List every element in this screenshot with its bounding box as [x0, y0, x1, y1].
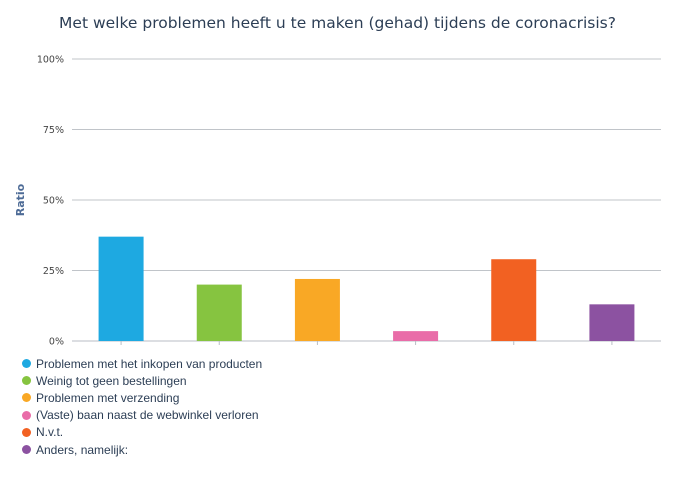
legend-dot-icon	[22, 376, 31, 386]
legend-item[interactable]: (Vaste) baan naast de webwinkel verloren	[22, 407, 262, 424]
legend-label: (Vaste) baan naast de webwinkel verloren	[36, 408, 259, 423]
legend-label: N.v.t.	[36, 425, 64, 440]
bar-1[interactable]	[98, 236, 144, 341]
chart-legend: Problemen met het inkopen van producten W…	[22, 355, 262, 458]
y-tick-label: 50%	[43, 196, 64, 207]
bar-6[interactable]	[589, 304, 635, 341]
y-tick-label: 25%	[43, 266, 64, 277]
legend-label: Problemen met het inkopen van producten	[36, 356, 263, 371]
chart-title: Met welke problemen heeft u te maken (ge…	[59, 14, 616, 32]
legend-item[interactable]: Weinig tot geen bestellingen	[22, 372, 262, 389]
legend-dot-icon	[22, 393, 31, 403]
bar-4[interactable]	[393, 331, 439, 341]
legend-dot-icon	[22, 359, 31, 369]
legend-dot-icon	[22, 410, 31, 420]
legend-label: Problemen met verzending	[36, 390, 180, 405]
y-tick-label: 75%	[43, 125, 64, 136]
legend-item[interactable]: Problemen met het inkopen van producten	[22, 355, 262, 372]
legend-dot-icon	[22, 427, 31, 437]
bar-3[interactable]	[294, 278, 340, 341]
legend-label: Anders, namelijk:	[36, 442, 129, 457]
y-tick-label: 0%	[49, 337, 64, 348]
bar-5[interactable]	[491, 259, 537, 341]
legend-item[interactable]: N.v.t.	[22, 424, 262, 441]
legend-label: Weinig tot geen bestellingen	[36, 373, 187, 388]
bar-chart: 0% 25% 50% 75% 100%	[37, 55, 661, 348]
legend-dot-icon	[22, 445, 31, 455]
legend-item[interactable]: Anders, namelijk:	[22, 441, 262, 458]
bar-2[interactable]	[196, 284, 242, 341]
legend-item[interactable]: Problemen met verzending	[22, 389, 262, 406]
y-tick-label: 100%	[37, 55, 64, 66]
